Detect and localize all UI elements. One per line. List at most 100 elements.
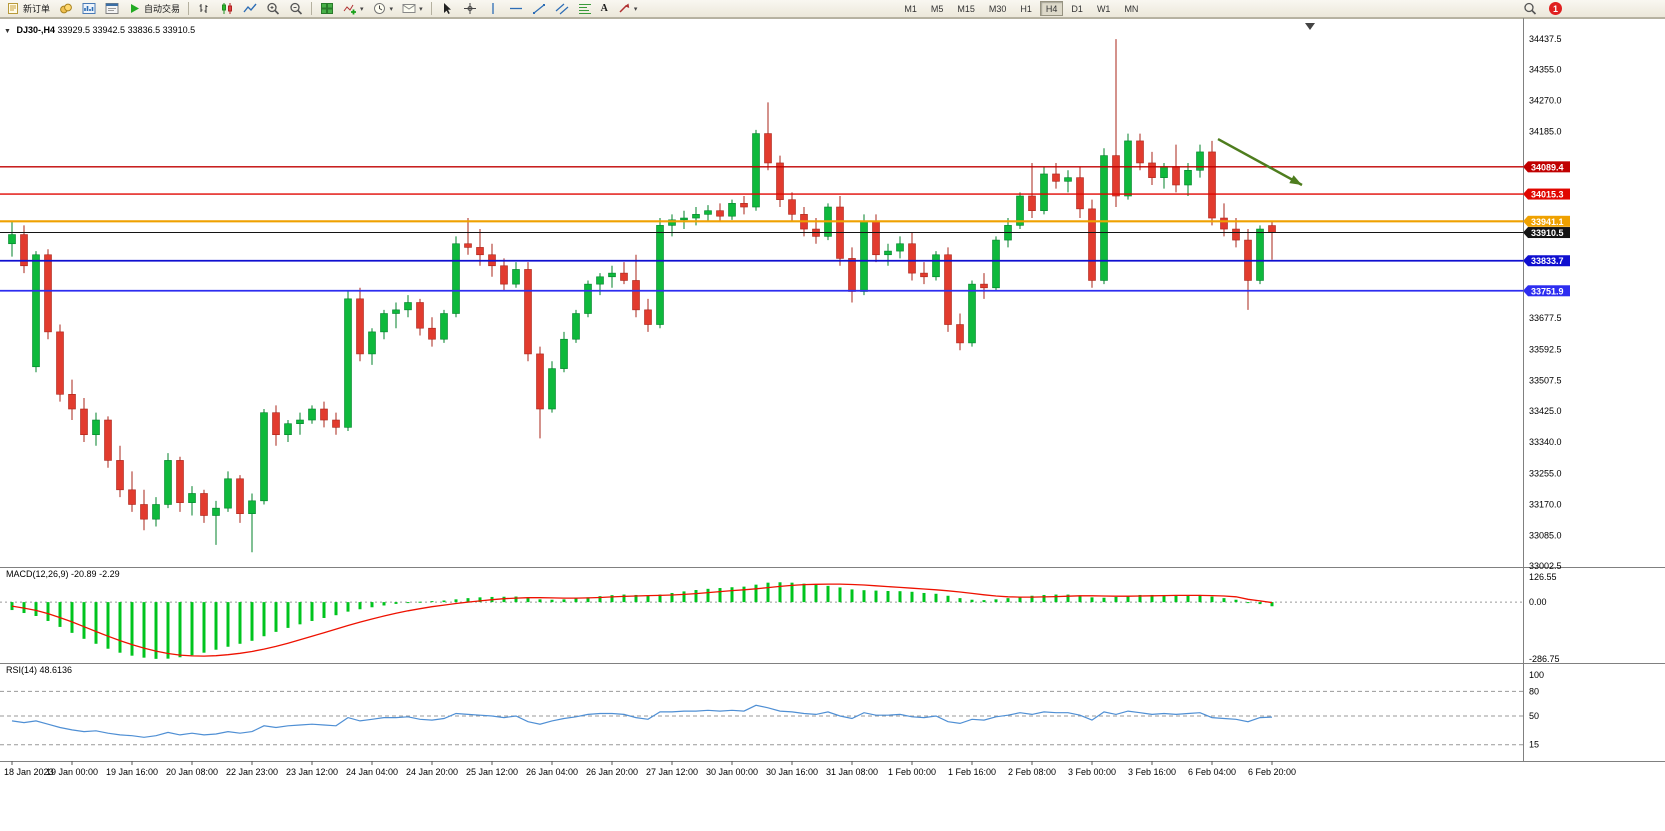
svg-text:18 Jan 2023: 18 Jan 2023 [4, 767, 54, 777]
symbol-timeframe-label: DJ30-,H4 [16, 25, 55, 35]
tile-windows-icon [320, 2, 334, 15]
search-icon [1523, 2, 1537, 15]
dropdown-caret-icon: ▾ [360, 5, 364, 13]
svg-text:30 Jan 00:00: 30 Jan 00:00 [706, 767, 758, 777]
timeframe-button-w1[interactable]: W1 [1096, 4, 1111, 14]
fibonacci-icon [578, 2, 592, 15]
chart-shift-marker[interactable] [1305, 23, 1315, 30]
arrow-annotation[interactable] [1217, 137, 1303, 187]
svg-text:34270.0: 34270.0 [1529, 96, 1562, 106]
timeframe-group: M1 M5 M15 M30 H1 H4 D1 W1 MN [897, 1, 1145, 16]
horizontal-line-tool-button[interactable] [505, 1, 527, 17]
svg-text:23 Jan 12:00: 23 Jan 12:00 [286, 767, 338, 777]
text-tool-button[interactable]: A [597, 1, 612, 17]
envelope-icon [402, 2, 416, 15]
candlestick-icon [220, 2, 234, 15]
toolbar-separator [430, 2, 432, 15]
rsi-line [11, 704, 1273, 738]
indicators-button[interactable]: ▾ [339, 1, 368, 17]
svg-text:3 Feb 00:00: 3 Feb 00:00 [1068, 767, 1116, 777]
vertical-line-tool-button[interactable] [482, 1, 504, 17]
svg-text:27 Jan 12:00: 27 Jan 12:00 [646, 767, 698, 777]
svg-text:33751.9: 33751.9 [1531, 286, 1564, 296]
svg-text:34015.3: 34015.3 [1531, 190, 1564, 200]
svg-text:33507.5: 33507.5 [1529, 376, 1562, 386]
svg-text:31 Jan 08:00: 31 Jan 08:00 [826, 767, 878, 777]
svg-text:33677.5: 33677.5 [1529, 313, 1562, 323]
svg-text:19 Jan 16:00: 19 Jan 16:00 [106, 767, 158, 777]
svg-text:26 Jan 20:00: 26 Jan 20:00 [586, 767, 638, 777]
channel-icon [555, 2, 569, 15]
svg-text:126.55: 126.55 [1529, 572, 1557, 582]
pane-frame [0, 18, 1665, 762]
svg-text:-286.75: -286.75 [1529, 654, 1560, 664]
dropdown-caret-icon: ▾ [633, 5, 638, 13]
arrows-tool-button[interactable]: ▾ [613, 1, 642, 17]
zoom-out-button[interactable] [285, 1, 307, 17]
svg-text:2 Feb 08:00: 2 Feb 08:00 [1008, 767, 1056, 777]
templates-button[interactable]: ▾ [398, 1, 427, 17]
horizontal-line-icon [509, 2, 523, 15]
bar-chart-mode-button[interactable] [193, 1, 215, 17]
svg-text:15: 15 [1529, 740, 1539, 750]
toolbar-separator [311, 2, 313, 15]
dropdown-caret-icon: ▾ [419, 5, 423, 13]
line-chart-icon [243, 2, 257, 15]
svg-text:33255.0: 33255.0 [1529, 468, 1562, 478]
periods-button[interactable]: ▾ [369, 1, 398, 17]
auto-trading-label: 自动交易 [144, 4, 181, 14]
svg-text:33425.0: 33425.0 [1529, 406, 1562, 416]
candles [8, 39, 1276, 553]
macd-pane: 126.55 0.00 -286.75 [0, 572, 1560, 664]
svg-text:24 Jan 20:00: 24 Jan 20:00 [406, 767, 458, 777]
crosshair-tool-button[interactable] [459, 1, 481, 17]
svg-text:33340.0: 33340.0 [1529, 437, 1562, 447]
symbols-button[interactable] [55, 1, 77, 17]
market-watch-button[interactable] [78, 1, 100, 17]
timeframe-button-m1[interactable]: M1 [904, 4, 917, 14]
svg-text:19 Jan 00:00: 19 Jan 00:00 [46, 767, 98, 777]
macd-indicator-label: MACD(12,26,9) -20.89 -2.29 [6, 569, 120, 579]
rsi-indicator-label: RSI(14) 48.6136 [6, 665, 73, 675]
tile-windows-button[interactable] [316, 1, 338, 17]
one-click-trading-toggle[interactable]: ▼ [4, 28, 11, 35]
market-watch-icon [82, 2, 96, 15]
vertical-line-icon [486, 2, 500, 15]
svg-text:80: 80 [1529, 686, 1539, 696]
dropdown-caret-icon: ▾ [389, 5, 394, 13]
timeframe-button-h4[interactable]: H4 [1039, 1, 1064, 16]
toolbar: 新订单 自动交易 ▾ ▾ ▾ [0, 0, 1665, 18]
search-button[interactable] [1519, 1, 1541, 17]
terminal-button[interactable] [101, 1, 123, 17]
timeframe-button-d1[interactable]: D1 [1071, 4, 1083, 14]
price-axis[interactable]: 34437.5 34355.0 34270.0 34185.0 33677.5 33592… [1529, 34, 1562, 571]
timeframe-button-m15[interactable]: M15 [957, 4, 975, 14]
svg-text:34355.0: 34355.0 [1529, 64, 1562, 74]
timeframe-button-mn[interactable]: MN [1124, 4, 1139, 14]
ohlc-values: 33929.5 33942.5 33836.5 33910.5 [57, 25, 196, 35]
candlestick-mode-button[interactable] [216, 1, 238, 17]
ohlc-bars-icon [197, 2, 211, 15]
zoom-in-button[interactable] [262, 1, 284, 17]
auto-trading-button[interactable]: 自动交易 [124, 1, 184, 17]
rsi-pane: 100 80 50 15 [0, 670, 1544, 750]
svg-text:33592.5: 33592.5 [1529, 344, 1562, 354]
new-order-button[interactable]: 新订单 [3, 1, 54, 17]
svg-text:1 Feb 00:00: 1 Feb 00:00 [888, 767, 936, 777]
channel-tool-button[interactable] [551, 1, 573, 17]
cursor-tool-button[interactable] [436, 1, 458, 17]
svg-text:34089.4: 34089.4 [1531, 162, 1564, 172]
trendline-tool-button[interactable] [528, 1, 550, 17]
notification-badge[interactable]: 1 [1549, 2, 1562, 15]
svg-text:3 Feb 16:00: 3 Feb 16:00 [1128, 767, 1176, 777]
timeframe-button-h1[interactable]: H1 [1020, 4, 1032, 14]
fibonacci-tool-button[interactable] [574, 1, 596, 17]
line-chart-mode-button[interactable] [239, 1, 261, 17]
zoom-out-icon [289, 2, 303, 15]
svg-text:22 Jan 23:00: 22 Jan 23:00 [226, 767, 278, 777]
timeframe-button-m5[interactable]: M5 [930, 4, 944, 14]
toolbar-separator [188, 2, 190, 15]
timeframe-button-m30[interactable]: M30 [988, 4, 1007, 14]
